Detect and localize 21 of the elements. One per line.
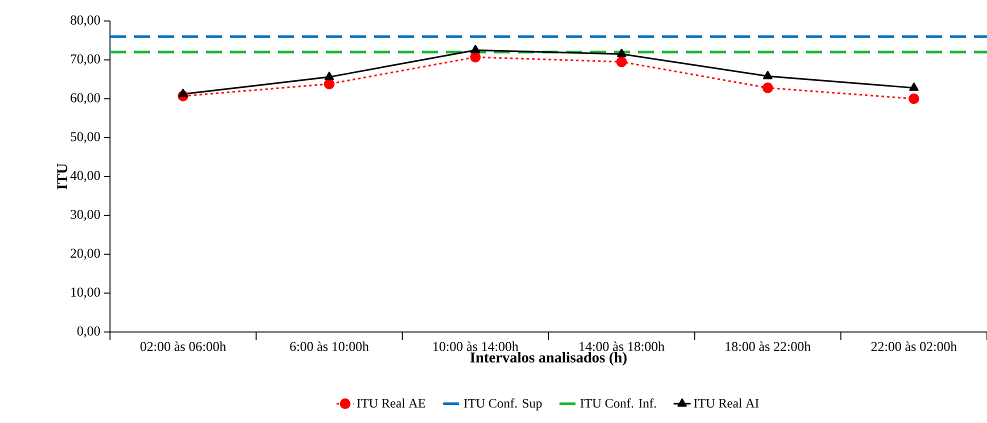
y-tick-label: 60,00 bbox=[70, 93, 100, 104]
y-tick-label: 40,00 bbox=[70, 170, 100, 182]
x-tick-label: 6:00 às 10:00h bbox=[290, 342, 369, 352]
x-tick-label: 14:00 às 18:00h bbox=[580, 342, 665, 352]
x-tick-label: 02:00 às 06:00h bbox=[140, 342, 226, 352]
y-tick-label: 20,00 bbox=[70, 248, 100, 260]
x-tick-label: 18:00 às 22:00h bbox=[726, 342, 811, 352]
y-tick-label: 70,00 bbox=[70, 54, 100, 66]
x-tick-label: 22:00 às 02:00h bbox=[871, 342, 957, 352]
legend-label: ITU Conf. Inf. bbox=[580, 398, 656, 408]
legend-label: ITU Conf. Sup bbox=[464, 398, 542, 410]
y-tick-label: 50,00 bbox=[70, 132, 100, 144]
x-tick-label: 10:00 às 14:00h bbox=[433, 342, 518, 352]
x-axis-title: Intervalos analisados (h) bbox=[470, 352, 627, 366]
y-tick-label: 30,00 bbox=[70, 210, 100, 221]
y-tick-label: 80,00 bbox=[70, 15, 100, 27]
y-tick-label: 0,00 bbox=[77, 326, 100, 338]
y-tick-label: 10,00 bbox=[71, 288, 100, 299]
y-axis-title: ITU bbox=[57, 164, 68, 190]
legend-label: ITU Real AE bbox=[356, 398, 426, 408]
legend-label: ITU Real AI bbox=[694, 398, 759, 408]
